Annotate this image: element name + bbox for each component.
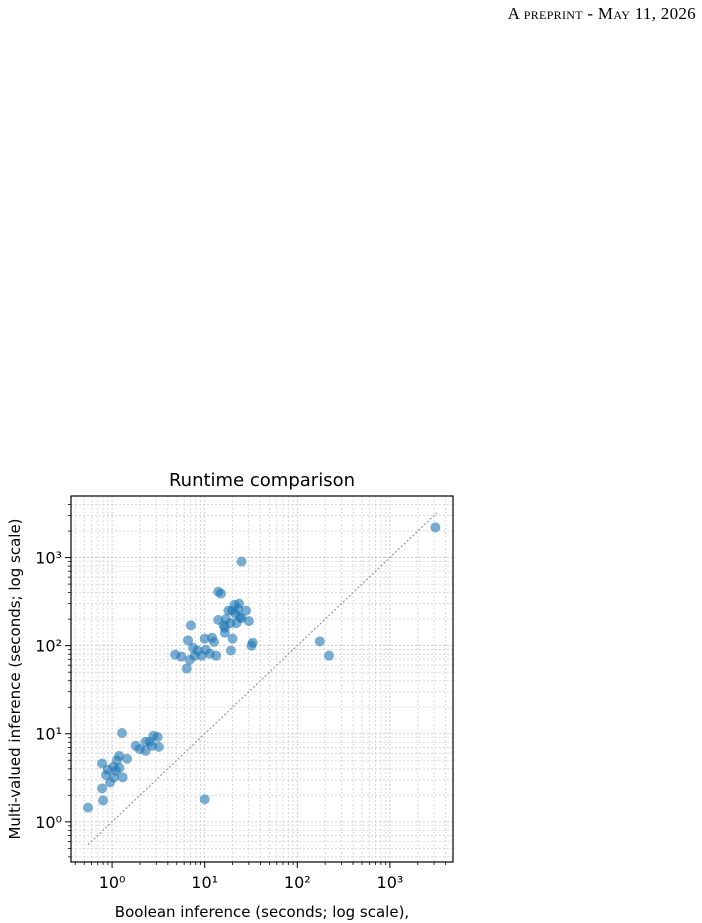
x-tick-label: 10³ (377, 873, 404, 892)
scatter-point (199, 633, 210, 644)
scatter-point (122, 753, 133, 764)
x-tick-label: 10⁰ (99, 873, 126, 892)
scatter-point (110, 765, 121, 776)
scatter-point (324, 650, 335, 661)
scatter-point (216, 588, 227, 599)
scatter-point (208, 637, 219, 648)
scatter-point (243, 616, 254, 627)
y-tick-label: 10⁰ (35, 813, 62, 832)
y-tick-label: 10³ (35, 549, 62, 568)
chart-title: Runtime comparison (169, 470, 355, 491)
scatter-point (236, 556, 247, 567)
reference-line (87, 512, 438, 846)
y-tick-label: 10² (35, 637, 62, 656)
scatter-point (225, 645, 236, 656)
scatter-point (219, 622, 230, 633)
scatter-point (227, 633, 238, 644)
scatter-point (117, 727, 128, 738)
scatter-point (98, 795, 109, 806)
scatter-point (176, 651, 187, 662)
scatter-point (117, 772, 128, 783)
plot-frame (70, 495, 454, 863)
x-tick-label: 10² (284, 873, 311, 892)
scatter-point (247, 637, 258, 648)
scatter-point (430, 522, 441, 533)
scatter-point (241, 605, 252, 616)
scatter-point (97, 783, 108, 794)
scatter-point (182, 635, 193, 646)
scatter-point (114, 750, 125, 761)
y-tick-label: 10¹ (35, 725, 62, 744)
page-header: A preprint - May 11, 2026 (507, 4, 696, 23)
scatter-point (199, 794, 210, 805)
x-axis-label: Boolean inference (seconds; log scale), (115, 903, 409, 921)
scatter-point (83, 802, 94, 813)
scatter-point (181, 663, 192, 674)
scatter-point (234, 598, 245, 609)
x-tick-label: 10¹ (191, 873, 218, 892)
scatter-point (152, 731, 163, 742)
scatter-point (102, 764, 113, 775)
scatter-point (153, 741, 164, 752)
scatter-point (314, 636, 325, 647)
scatter-point (185, 620, 196, 631)
scatter-point (211, 650, 222, 661)
y-axis-label: Multi-valued inference (seconds; log sca… (6, 518, 24, 839)
scatter-point (97, 758, 108, 769)
